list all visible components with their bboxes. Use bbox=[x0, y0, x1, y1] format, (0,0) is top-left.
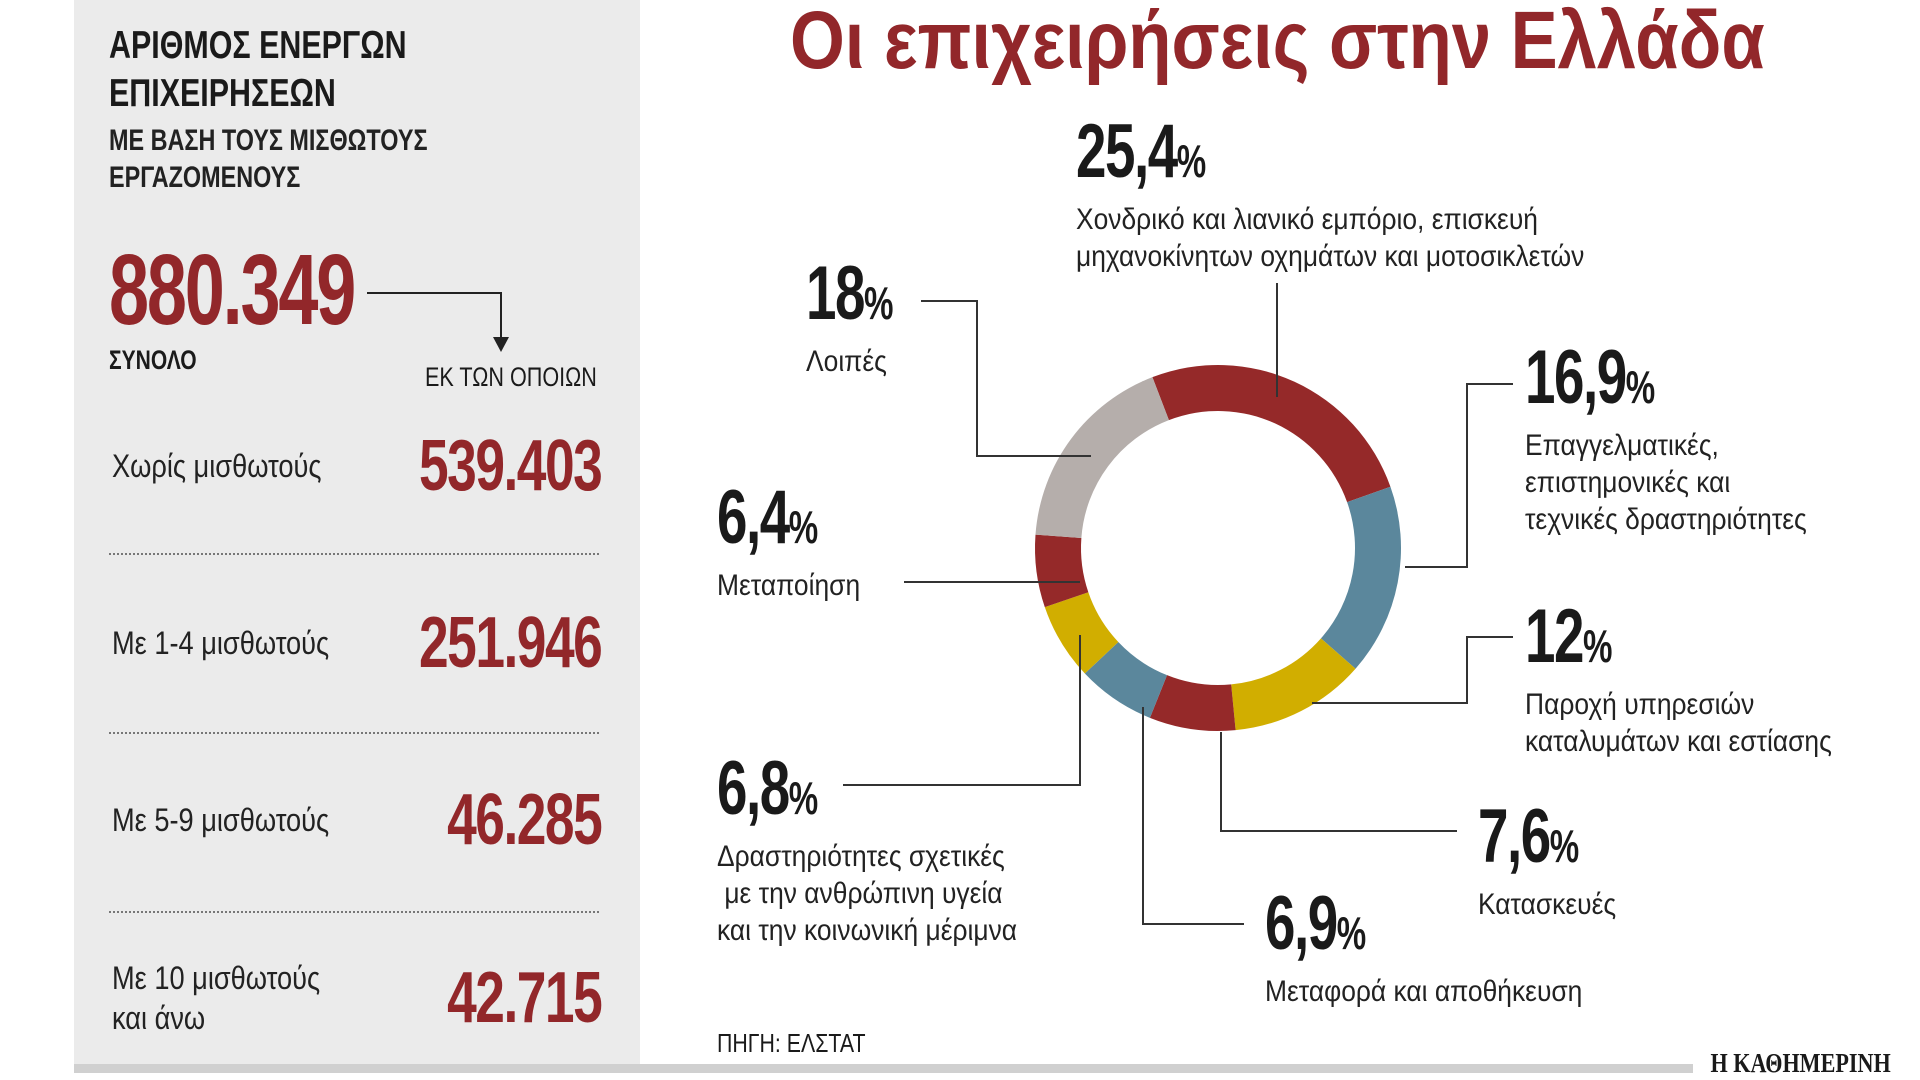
leader-lines bbox=[843, 283, 1513, 925]
panel-subheading-line: ΕΡΓΑΖΟΜΕΝΟΥΣ bbox=[109, 161, 301, 194]
slice-percent: 25,4% bbox=[1076, 109, 1206, 194]
total-label: ΣΥΝΟΛΟ bbox=[109, 345, 197, 375]
row-value: 42.715 bbox=[446, 958, 603, 1038]
slice-label-transport: 6,9% Μεταφορά και αποθήκευση bbox=[1265, 881, 1583, 1009]
row-value: 46.285 bbox=[446, 780, 603, 860]
slice-label-health: 6,8% Δραστηριότητες σχετικές με την ανθρ… bbox=[717, 746, 1018, 948]
left-panel bbox=[74, 0, 640, 1066]
chart-title: Οι επιχειρήσεις στην Ελλάδα bbox=[790, 0, 1765, 86]
slice-label-manufacturing: 6,4% Μεταποίηση bbox=[717, 475, 861, 603]
row-divider bbox=[109, 732, 599, 734]
bottom-rule bbox=[74, 1064, 1693, 1073]
leader-line bbox=[1405, 383, 1513, 568]
slice-label-construction: 7,6% Κατασκευές bbox=[1478, 794, 1617, 922]
donut-slice-7 bbox=[1035, 377, 1169, 538]
leader-line bbox=[1220, 732, 1457, 832]
donut-slice-1 bbox=[1320, 486, 1401, 669]
row-label: Χωρίς μισθωτούς bbox=[112, 448, 322, 484]
row-label: Με 10 μισθωτούς και άνω bbox=[112, 960, 321, 1036]
donut-slice-3 bbox=[1149, 675, 1236, 731]
slice-label-professional: 16,9% Επαγγελματικές, επιστημονικές και τε… bbox=[1525, 335, 1807, 537]
donut-slice-0 bbox=[1152, 365, 1391, 503]
slice-label-hospitality: 12% Παροχή υπηρεσιών καταλυμάτων και εστί… bbox=[1525, 594, 1832, 759]
row-label: Με 5-9 μισθωτούς bbox=[112, 802, 330, 838]
panel-subheading: ΜΕ ΒΑΣΗ ΤΟΥΣ ΜΙΣΘΩΤΟΥΣ ΕΡΓΑΖΟΜΕΝΟΥΣ bbox=[109, 122, 517, 196]
total-value: 880.349 bbox=[109, 234, 356, 346]
donut-slice-4 bbox=[1084, 641, 1168, 718]
panel-heading: ΑΡΙΘΜΟΣ ΕΝΕΡΓΩΝ ΕΠΙΧΕΙΡΗΣΕΩΝ bbox=[109, 22, 491, 118]
donut-slice-2 bbox=[1231, 638, 1356, 731]
arrow-connector bbox=[367, 292, 509, 352]
row-divider bbox=[109, 911, 599, 913]
panel-subheading-line: ΜΕ ΒΑΣΗ ΤΟΥΣ ΜΙΣΘΩΤΟΥΣ bbox=[109, 124, 428, 157]
leader-line bbox=[921, 300, 1091, 457]
publisher-logo: Η ΚΑΘΗΜΕΡΙΝΗ bbox=[1710, 1048, 1891, 1078]
panel-heading-line: ΕΠΙΧΕΙΡΗΣΕΩΝ bbox=[109, 72, 336, 115]
leader-line bbox=[843, 635, 1081, 786]
slice-label-other: 18% Λοιπές bbox=[806, 251, 893, 379]
leader-line bbox=[1312, 636, 1513, 704]
leader-line bbox=[1142, 707, 1244, 925]
row-divider bbox=[109, 553, 599, 555]
slice-label-retail: 25,4% Χονδρικό και λιανικό εμπόριο, επισ… bbox=[1076, 112, 1654, 275]
row-label: Με 1-4 μισθωτούς bbox=[112, 625, 330, 661]
row-value: 539.403 bbox=[418, 426, 603, 506]
source-note: ΠΗΓΗ: ΕΛΣΤΑΤ bbox=[717, 1028, 866, 1058]
of-which-label: ΕΚ ΤΩΝ ΟΠΟΙΩΝ bbox=[425, 362, 597, 392]
donut-slice-6 bbox=[1035, 534, 1089, 608]
panel-heading-line: ΑΡΙΘΜΟΣ ΕΝΕΡΓΩΝ bbox=[109, 24, 407, 67]
donut-slice-5 bbox=[1044, 592, 1119, 674]
row-value: 251.946 bbox=[418, 603, 603, 683]
